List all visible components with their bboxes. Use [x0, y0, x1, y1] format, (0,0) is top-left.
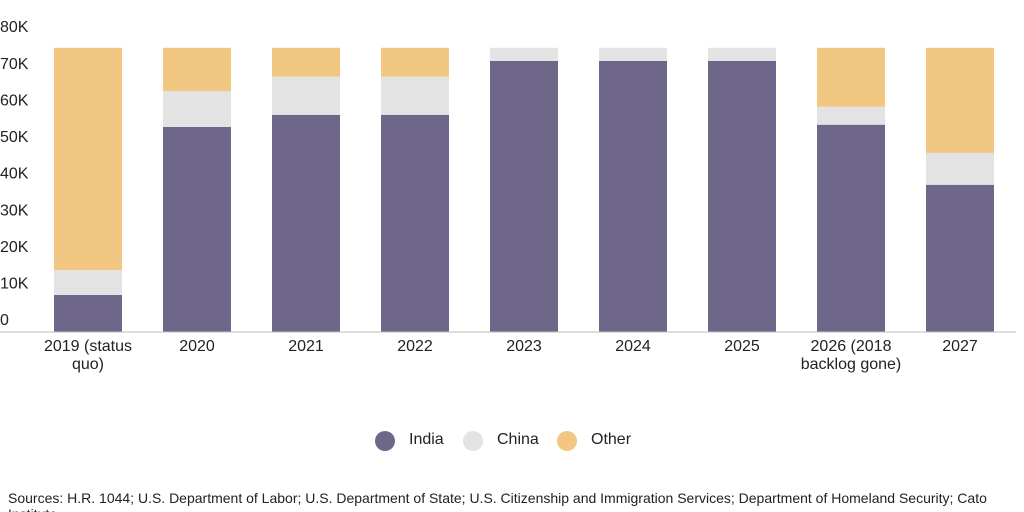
- bar-segment: [272, 76, 340, 115]
- bar-segment: [54, 47, 122, 271]
- x-tick-label: 2027: [942, 338, 978, 355]
- x-tick-label: 2025: [724, 338, 760, 355]
- legend-label: India: [409, 431, 444, 448]
- bar-segment: [54, 295, 122, 332]
- bar-segment: [599, 47, 667, 61]
- bar-segment: [926, 152, 994, 185]
- bar-segment: [163, 47, 231, 92]
- y-tick-label: 0: [0, 312, 9, 329]
- bar-segment: [381, 114, 449, 332]
- bar-segment: [272, 47, 340, 77]
- legend-marker: [375, 431, 395, 451]
- x-tick-label: 2019 (status quo): [43, 338, 133, 373]
- y-tick-label: 70K: [0, 56, 29, 73]
- x-tick-label: 2021: [288, 338, 324, 355]
- bar-segment: [381, 76, 449, 115]
- bar-segment: [708, 60, 776, 332]
- y-tick-label: 60K: [0, 92, 29, 109]
- bar-segment: [926, 184, 994, 332]
- bar-segment: [599, 60, 667, 332]
- y-tick-label: 10K: [0, 276, 29, 293]
- bar-segment: [163, 91, 231, 127]
- bar-segment: [490, 47, 558, 61]
- x-tick-label: 2026 (2018 backlog gone): [800, 338, 902, 373]
- bar-segment: [381, 47, 449, 77]
- legend-marker: [463, 431, 483, 451]
- bar-segment: [163, 126, 231, 333]
- bar-segment: [817, 124, 885, 332]
- y-tick-label: 80K: [0, 19, 29, 36]
- x-tick-label: 2024: [615, 338, 651, 355]
- bar-segment: [817, 47, 885, 107]
- bar-segment: [926, 47, 994, 153]
- legend-marker: [557, 431, 577, 451]
- bar-segment: [272, 114, 340, 332]
- y-tick-label: 30K: [0, 202, 29, 219]
- legend-label: China: [497, 431, 539, 448]
- legend-label: Other: [591, 431, 632, 448]
- x-tick-label: 2023: [506, 338, 542, 355]
- source-note: Sources: H.R. 1044; U.S. Department of L…: [8, 490, 987, 512]
- bar-segment: [54, 270, 122, 296]
- y-tick-label: 40K: [0, 166, 29, 183]
- x-tick-label: 2022: [397, 338, 433, 355]
- x-tick-label: 2020: [179, 338, 215, 355]
- y-tick-label: 50K: [0, 129, 29, 146]
- bar-segment: [817, 106, 885, 125]
- bar-segment: [708, 47, 776, 61]
- bar-segment: [490, 60, 558, 332]
- y-tick-label: 20K: [0, 239, 29, 256]
